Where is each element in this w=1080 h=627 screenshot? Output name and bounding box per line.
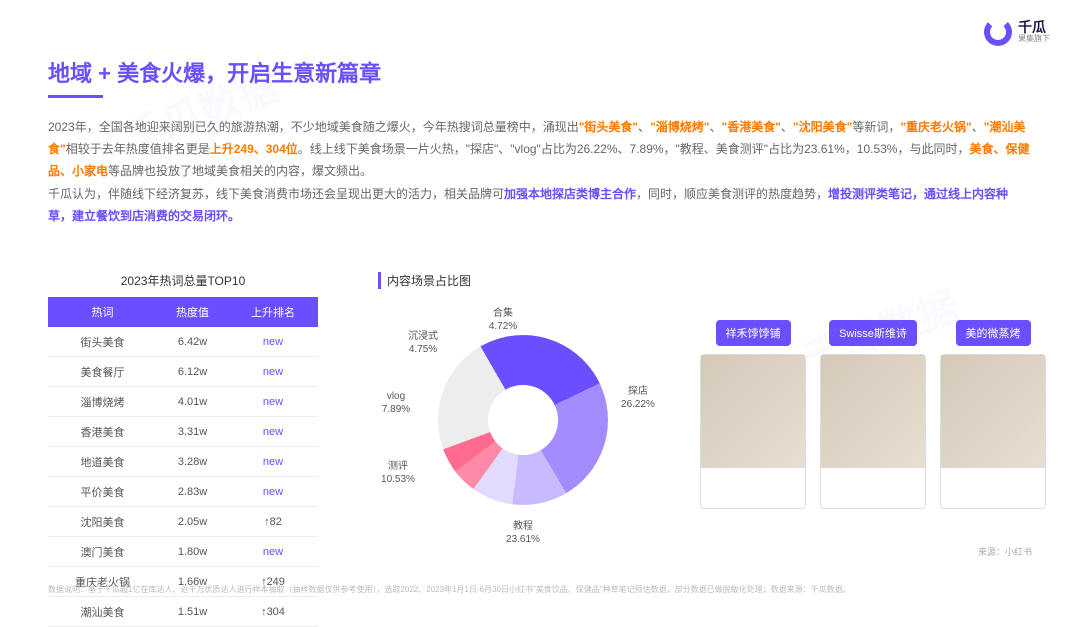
donut-segment-label: 测评10.53%	[368, 460, 428, 486]
table-row: 地道美食3.28wnew	[48, 447, 318, 477]
body-paragraph: 2023年，全国各地迎来阔别已久的旅游热潮，不少地域美食随之爆火，今年热搜词总量…	[48, 116, 1032, 227]
footer-note: 数据说明：基于千瓜超1亿在库达人、近千万优质达人进行样本抽取（抽样数据仅供参考使…	[48, 584, 1032, 595]
table: 热词热度值上升排名 街头美食6.42wnew美食餐厅6.12wnew淄博烧烤4.…	[48, 297, 318, 627]
donut-segment-label: 沉浸式4.75%	[393, 330, 453, 356]
table-header: 上升排名	[228, 297, 318, 327]
table-row: 淄博烧烤4.01wnew	[48, 387, 318, 417]
chart-caption: 内容场景占比图	[378, 272, 668, 289]
table-row: 街头美食6.42wnew	[48, 327, 318, 357]
table-header: 热词	[48, 297, 157, 327]
donut-segment-label: vlog7.89%	[366, 390, 426, 416]
table-row: 澳门美食1.80wnew	[48, 537, 318, 567]
table-row: 美食餐厅6.12wnew	[48, 357, 318, 387]
card-thumbnail	[820, 354, 926, 509]
card-thumbnail	[940, 354, 1046, 509]
card-thumbnail	[700, 354, 806, 509]
brand-subtitle: 果集旗下	[1018, 35, 1050, 44]
table-header: 热度值	[157, 297, 228, 327]
donut-hole	[488, 385, 558, 455]
example-card: 祥禾饽饽铺	[700, 320, 806, 509]
card-tag: 美的微蒸烤	[956, 320, 1031, 346]
donut-segment-label: 合集4.72%	[473, 307, 533, 333]
donut-segment-label: 教程23.61%	[493, 520, 553, 546]
source-note: 来源：小红书	[978, 545, 1032, 558]
brand-title: 千瓜	[1018, 20, 1050, 35]
donut-chart: 内容场景占比图 探店26.22%教程23.61%测评10.53%vlog7.89…	[378, 272, 668, 555]
example-card: 美的微蒸烤	[940, 320, 1046, 509]
table-row: 平价美食2.83wnew	[48, 477, 318, 507]
table-caption: 2023年热词总量TOP10	[48, 272, 318, 289]
example-card: Swisse斯维诗	[820, 320, 926, 509]
page-title: 地域 + 美食火爆，开启生意新篇章	[48, 56, 381, 88]
card-tag: Swisse斯维诗	[829, 320, 917, 346]
card-tag: 祥禾饽饽铺	[716, 320, 791, 346]
donut-segment-label: 探店26.22%	[608, 385, 668, 411]
table-row: 香港美食3.31wnew	[48, 417, 318, 447]
logo-icon	[984, 18, 1012, 46]
hotword-table: 2023年热词总量TOP10 热词热度值上升排名 街头美食6.42wnew美食餐…	[48, 272, 318, 627]
table-row: 沈阳美食2.05w↑82	[48, 507, 318, 537]
brand-logo: 千瓜 果集旗下	[984, 18, 1050, 46]
example-cards: 祥禾饽饽铺 Swisse斯维诗 美的微蒸烤	[700, 320, 1046, 509]
table-row: 潮汕美食1.51w↑304	[48, 597, 318, 627]
